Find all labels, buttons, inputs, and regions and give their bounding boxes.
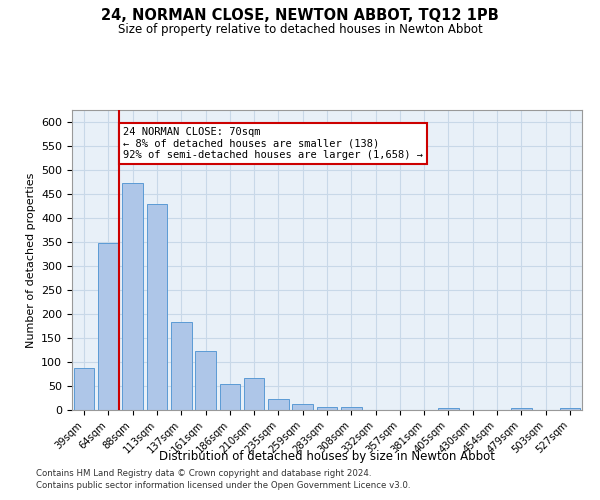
Bar (220, 384, 240, 410)
Bar (98, 243, 119, 410)
Bar (292, 404, 313, 410)
Bar (268, 400, 289, 410)
Text: 24 NORMAN CLOSE: 70sqm
← 8% of detached houses are smaller (138)
92% of semi-det: 24 NORMAN CLOSE: 70sqm ← 8% of detached … (123, 127, 423, 160)
Bar (122, 184, 143, 410)
Bar (341, 407, 362, 410)
Bar (317, 406, 337, 410)
Bar (74, 368, 94, 410)
Bar (560, 408, 580, 410)
Bar (244, 378, 265, 410)
Text: 24, NORMAN CLOSE, NEWTON ABBOT, TQ12 1PB: 24, NORMAN CLOSE, NEWTON ABBOT, TQ12 1PB (101, 8, 499, 22)
Text: Contains HM Land Registry data © Crown copyright and database right 2024.: Contains HM Land Registry data © Crown c… (36, 468, 371, 477)
Bar (438, 408, 459, 410)
Bar (195, 352, 216, 410)
Text: Contains public sector information licensed under the Open Government Licence v3: Contains public sector information licen… (36, 481, 410, 490)
Bar (146, 204, 167, 410)
Text: Size of property relative to detached houses in Newton Abbot: Size of property relative to detached ho… (118, 22, 482, 36)
Text: Distribution of detached houses by size in Newton Abbot: Distribution of detached houses by size … (159, 450, 495, 463)
Bar (511, 408, 532, 410)
Y-axis label: Number of detached properties: Number of detached properties (26, 172, 35, 348)
Bar (171, 322, 191, 410)
